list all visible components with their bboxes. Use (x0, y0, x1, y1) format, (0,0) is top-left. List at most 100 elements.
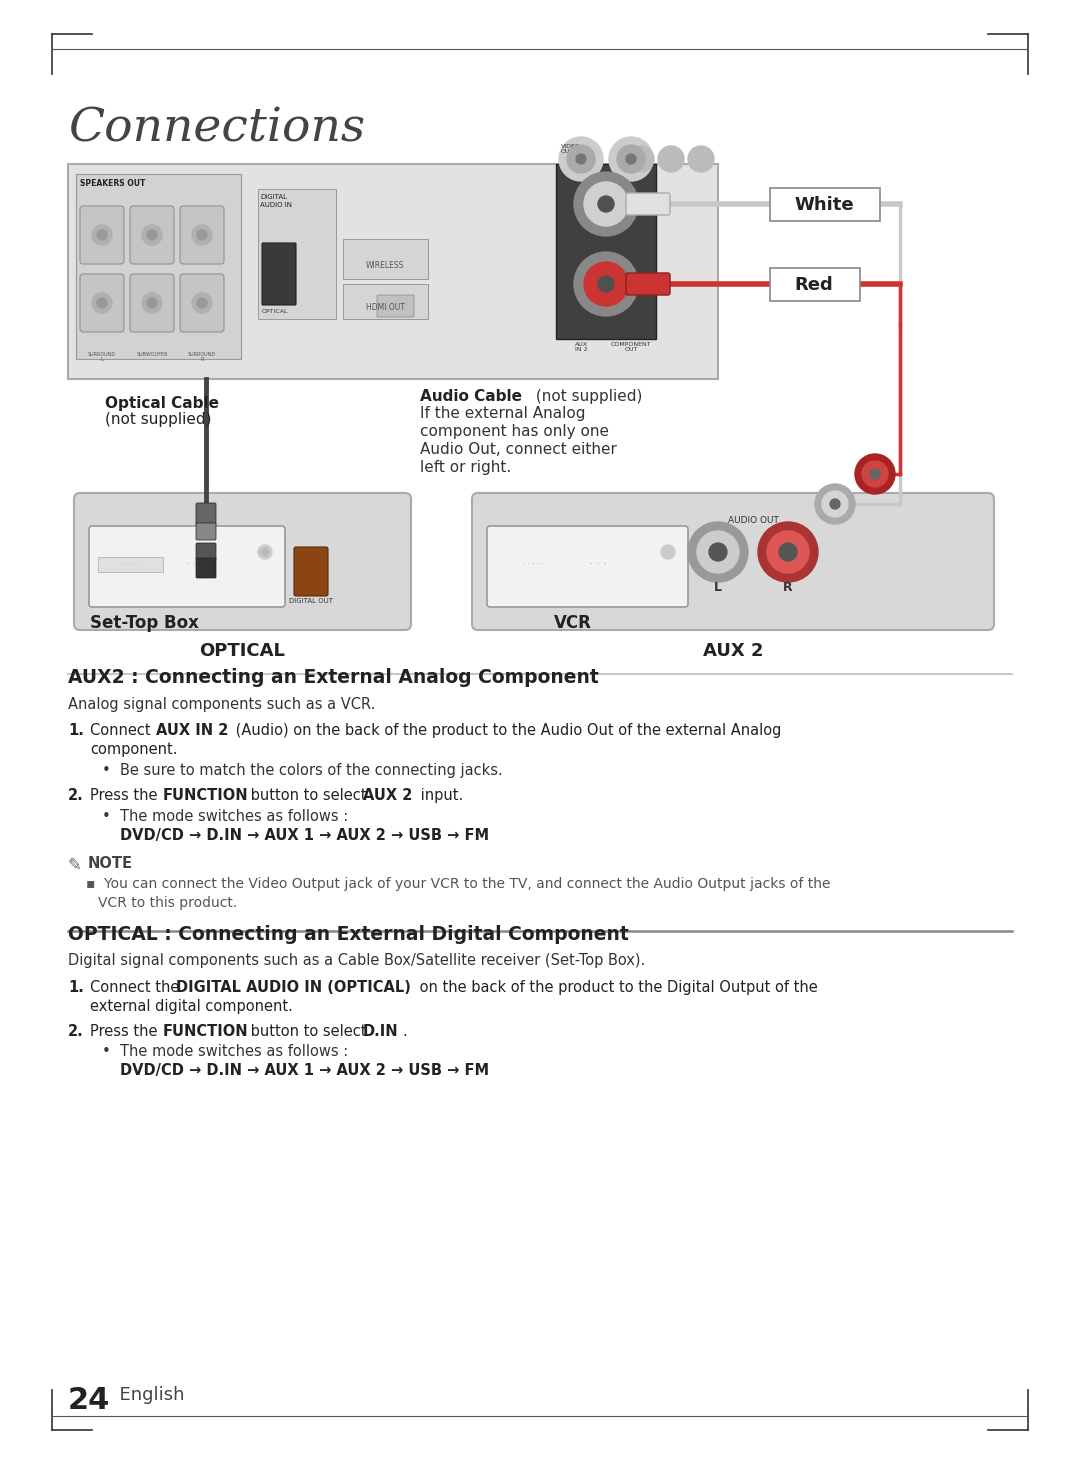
Text: HDMI OUT: HDMI OUT (365, 303, 404, 312)
Circle shape (147, 299, 157, 307)
Text: SPEAKERS OUT: SPEAKERS OUT (80, 179, 146, 187)
Circle shape (141, 293, 162, 313)
FancyBboxPatch shape (180, 206, 224, 264)
FancyBboxPatch shape (75, 493, 411, 630)
Circle shape (576, 154, 586, 164)
Text: Analog signal components such as a VCR.: Analog signal components such as a VCR. (68, 697, 376, 712)
Text: AUX 2: AUX 2 (363, 788, 413, 802)
Text: COMPONENT
OUT: COMPONENT OUT (610, 343, 651, 353)
Text: · · ·: · · · (186, 559, 204, 569)
FancyBboxPatch shape (472, 493, 994, 630)
Text: 1.: 1. (68, 979, 84, 996)
Circle shape (758, 523, 818, 583)
Text: input.: input. (416, 788, 463, 802)
Circle shape (626, 154, 636, 164)
FancyBboxPatch shape (377, 296, 414, 318)
Text: component has only one: component has only one (420, 425, 609, 439)
Circle shape (567, 145, 595, 173)
Circle shape (627, 146, 654, 171)
Text: (Audio) on the back of the product to the Audio Out of the external Analog: (Audio) on the back of the product to th… (231, 723, 781, 738)
Text: AUX
IN 2: AUX IN 2 (575, 343, 588, 353)
FancyBboxPatch shape (487, 526, 688, 608)
Text: SURROUND
L: SURROUND L (87, 351, 116, 362)
Circle shape (661, 545, 675, 559)
Circle shape (92, 293, 112, 313)
Text: AUDIO OUT: AUDIO OUT (728, 515, 779, 526)
Circle shape (855, 454, 895, 493)
Text: AUX IN 2: AUX IN 2 (156, 723, 228, 738)
Text: OPTICAL : Connecting an External Digital Component: OPTICAL : Connecting an External Digital… (68, 924, 629, 943)
FancyBboxPatch shape (195, 523, 216, 540)
FancyBboxPatch shape (89, 526, 285, 608)
Text: English: English (108, 1386, 185, 1404)
FancyBboxPatch shape (770, 268, 860, 302)
Circle shape (97, 230, 107, 240)
FancyBboxPatch shape (180, 274, 224, 332)
FancyBboxPatch shape (195, 504, 216, 526)
Text: external digital component.: external digital component. (90, 998, 293, 1015)
Text: VIDEO
OUT: VIDEO OUT (561, 143, 581, 154)
Text: OPTICAL: OPTICAL (262, 309, 288, 313)
Text: FUNCTION: FUNCTION (163, 788, 248, 802)
Text: SUBWOOFER: SUBWOOFER (136, 351, 167, 357)
Text: ✎: ✎ (68, 856, 82, 874)
FancyBboxPatch shape (195, 543, 216, 561)
Text: 1.: 1. (68, 723, 84, 738)
Text: VCR to this product.: VCR to this product. (98, 896, 238, 911)
Circle shape (617, 145, 645, 173)
FancyBboxPatch shape (626, 272, 670, 296)
Text: Press the: Press the (90, 1023, 162, 1038)
Circle shape (573, 252, 638, 316)
FancyBboxPatch shape (770, 187, 880, 221)
Text: Connect: Connect (90, 723, 156, 738)
FancyBboxPatch shape (80, 206, 124, 264)
Text: FUNCTION: FUNCTION (163, 1023, 248, 1038)
Circle shape (197, 230, 207, 240)
Text: on the back of the product to the Digital Output of the: on the back of the product to the Digita… (415, 979, 818, 996)
Circle shape (870, 468, 880, 479)
Circle shape (767, 531, 809, 572)
FancyBboxPatch shape (68, 164, 718, 379)
Text: AUX2 : Connecting an External Analog Component: AUX2 : Connecting an External Analog Com… (68, 668, 598, 687)
Bar (556, 164, 656, 340)
Text: D.IN: D.IN (363, 1023, 399, 1038)
Text: component.: component. (90, 742, 177, 757)
Text: DIGITAL AUDIO IN (OPTICAL): DIGITAL AUDIO IN (OPTICAL) (176, 979, 410, 996)
Text: Audio Out, connect either: Audio Out, connect either (420, 442, 617, 457)
Text: · · · · ·: · · · · · (523, 561, 543, 567)
Circle shape (658, 146, 684, 171)
Text: Audio Cable: Audio Cable (420, 389, 522, 404)
Circle shape (598, 277, 615, 291)
Text: DIGITAL: DIGITAL (260, 195, 287, 201)
Text: button to select: button to select (246, 1023, 372, 1038)
FancyBboxPatch shape (262, 243, 296, 305)
Text: (not supplied): (not supplied) (105, 411, 212, 427)
Text: left or right.: left or right. (420, 460, 511, 474)
Circle shape (609, 138, 653, 182)
Text: NOTE: NOTE (87, 856, 133, 871)
Text: DVD/CD → D.IN → AUX 1 → AUX 2 → USB → FM: DVD/CD → D.IN → AUX 1 → AUX 2 → USB → FM (120, 1063, 489, 1079)
Circle shape (92, 225, 112, 244)
Circle shape (779, 543, 797, 561)
Text: 2.: 2. (68, 1023, 84, 1038)
Text: SURROUND
R: SURROUND R (188, 351, 216, 362)
Circle shape (688, 146, 714, 171)
Text: Connections: Connections (68, 105, 365, 151)
FancyBboxPatch shape (626, 193, 670, 215)
Text: VCR: VCR (554, 613, 592, 632)
Text: •  The mode switches as follows :: • The mode switches as follows : (102, 1044, 348, 1060)
Circle shape (688, 523, 748, 583)
Text: White: White (794, 196, 854, 214)
Text: OPTICAL: OPTICAL (199, 643, 285, 660)
Circle shape (141, 225, 162, 244)
Circle shape (822, 490, 848, 517)
Text: button to select: button to select (246, 788, 372, 802)
Bar (98, 556, 163, 572)
FancyBboxPatch shape (258, 189, 336, 319)
Circle shape (815, 485, 855, 524)
Circle shape (258, 545, 272, 559)
Circle shape (831, 499, 840, 509)
Text: WIRELESS: WIRELESS (366, 261, 404, 269)
Text: Red: Red (795, 277, 834, 294)
Circle shape (192, 293, 212, 313)
